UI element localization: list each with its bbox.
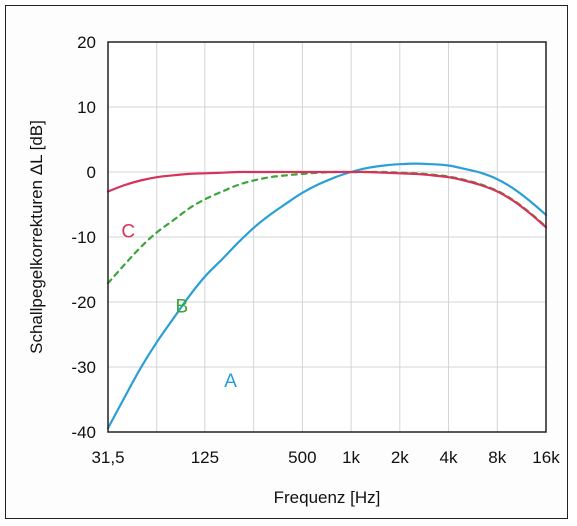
y-tick-label: 0 — [87, 163, 96, 182]
series-c-label: C — [121, 222, 135, 243]
y-tick-labels: 20 10 0 -10 -20 -30 -40 — [71, 33, 96, 442]
y-tick-label: -10 — [71, 228, 96, 247]
x-tick-label: 8k — [488, 448, 506, 467]
y-tick-label: -40 — [71, 423, 96, 442]
series-b-label: B — [175, 296, 188, 317]
x-tick-label: 1k — [342, 448, 360, 467]
series-a-line — [106, 162, 548, 430]
y-tick-label: 10 — [77, 98, 96, 117]
y-axis-label: Schallpegelkorrekturen ΔL [dB] — [27, 120, 46, 354]
x-axis-label: Frequenz [Hz] — [274, 488, 381, 507]
plot-area-border — [107, 41, 547, 433]
x-tick-label: 16k — [532, 448, 560, 467]
x-tick-label: 4k — [440, 448, 458, 467]
y-tick-label: -20 — [71, 293, 96, 312]
x-tick-label: 31,5 — [91, 448, 124, 467]
series-c-line — [106, 170, 548, 229]
series-labels: A B C — [121, 222, 237, 393]
curves — [106, 162, 548, 430]
y-tick-label: 20 — [77, 33, 96, 52]
y-tick-label: -30 — [71, 358, 96, 377]
x-tick-label: 125 — [191, 448, 219, 467]
x-tick-label: 500 — [288, 448, 316, 467]
x-tick-label: 2k — [391, 448, 409, 467]
series-a-label: A — [224, 371, 237, 392]
x-tick-labels: 31,5 125 500 1k 2k 4k 8k 16k — [91, 448, 560, 467]
